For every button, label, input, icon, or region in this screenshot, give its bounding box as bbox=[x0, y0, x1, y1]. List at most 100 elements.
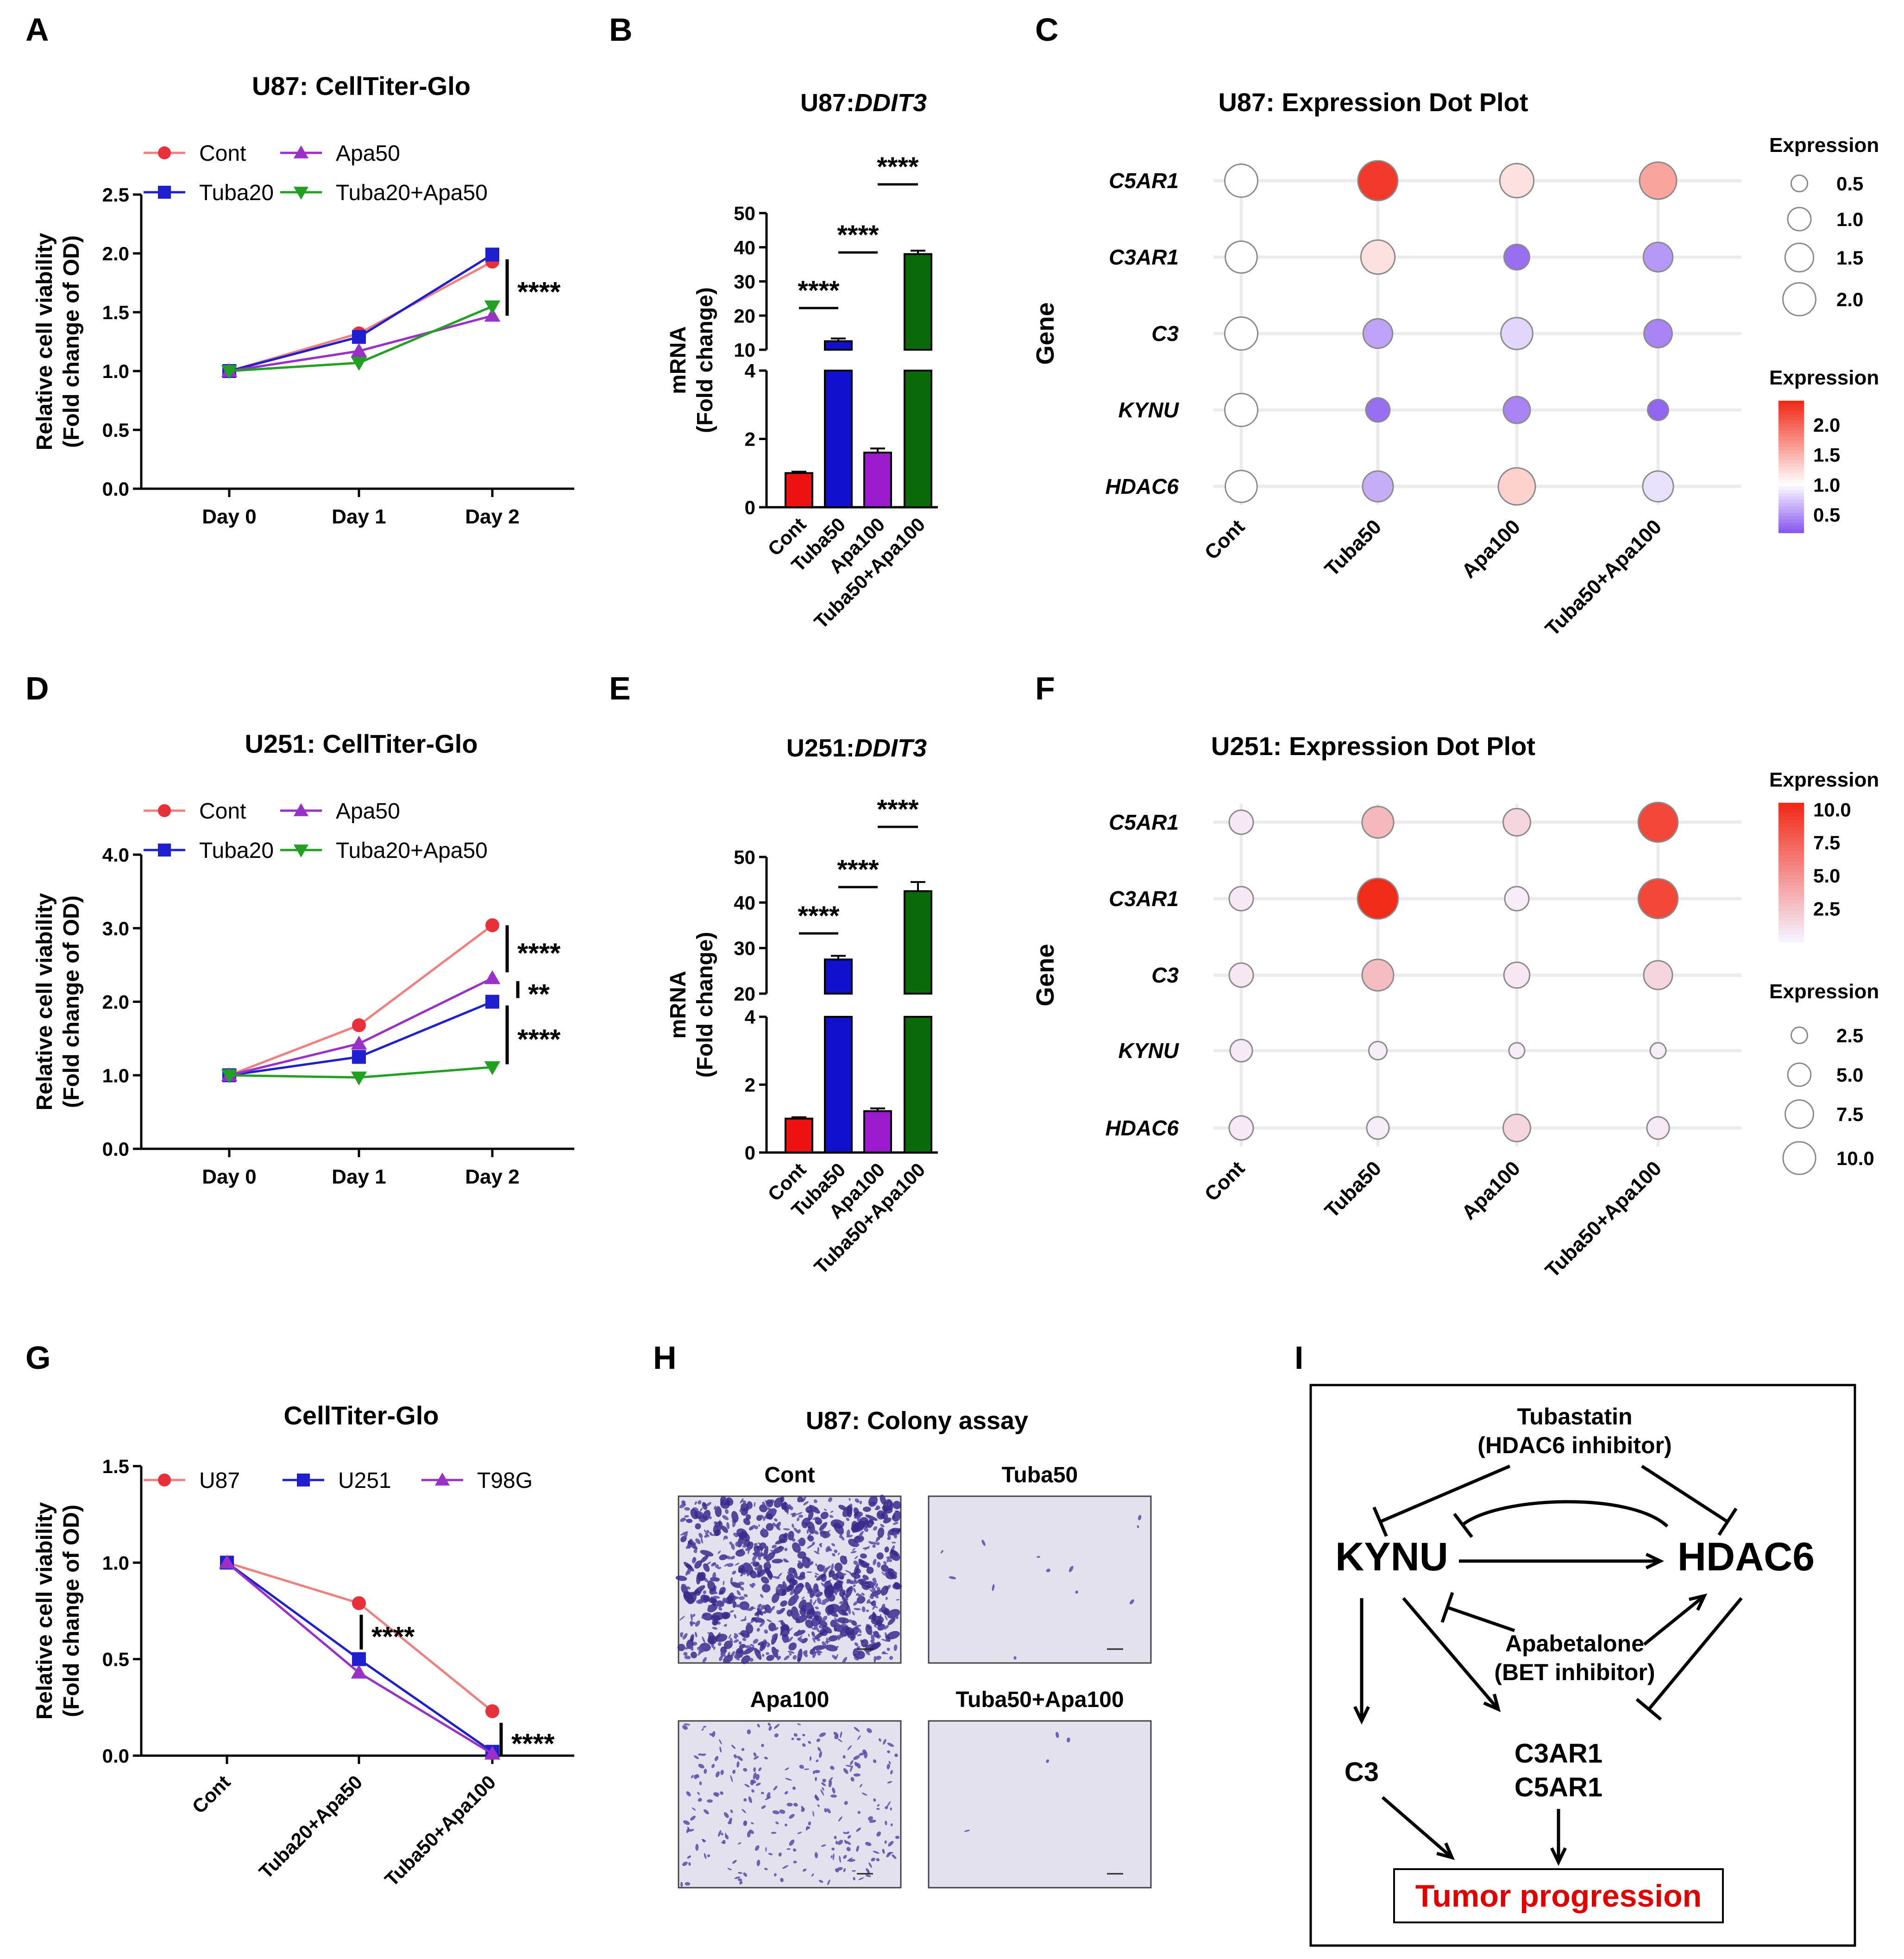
cell-mark bbox=[734, 1876, 741, 1879]
expression-dot bbox=[1361, 806, 1395, 839]
cell-mark bbox=[698, 1533, 703, 1538]
hdac6-inhibits-kynu bbox=[1462, 1500, 1669, 1528]
bar bbox=[824, 1016, 853, 1153]
cell-mark bbox=[791, 1568, 793, 1573]
size-legend-label: 1.0 bbox=[1836, 208, 1863, 230]
cell-mark bbox=[771, 1544, 777, 1549]
cell-mark bbox=[841, 1536, 845, 1541]
cell-mark bbox=[891, 1542, 896, 1543]
cell-mark bbox=[688, 1862, 691, 1866]
cell-mark bbox=[798, 1613, 800, 1619]
cell-mark bbox=[809, 1589, 814, 1599]
expression-dot bbox=[1643, 319, 1673, 348]
cell-mark bbox=[877, 1587, 880, 1591]
cell-mark bbox=[763, 1639, 767, 1644]
cell-mark bbox=[857, 1811, 861, 1814]
cell-mark bbox=[805, 1506, 813, 1513]
color-legend-step bbox=[1778, 900, 1804, 904]
cell-mark bbox=[778, 1522, 781, 1527]
legend-label: Tuba20 bbox=[199, 181, 274, 205]
cell-mark bbox=[874, 1594, 879, 1599]
color-legend-step bbox=[1778, 506, 1804, 510]
receptors-to-tumor-head bbox=[1550, 1847, 1567, 1866]
cell-mark bbox=[797, 1496, 803, 1503]
cell-mark bbox=[743, 1768, 748, 1772]
cell-mark bbox=[783, 1581, 787, 1587]
bar bbox=[785, 1117, 813, 1153]
legend-marker bbox=[293, 803, 309, 816]
cell-mark bbox=[735, 1604, 742, 1608]
panel-h-colony-assay: U87: Colony assay Cont Tuba50 Apa100 Tub… bbox=[675, 1407, 1152, 1889]
expression-dot bbox=[1229, 1039, 1253, 1063]
cell-mark bbox=[814, 1575, 817, 1578]
cell-mark bbox=[819, 1751, 822, 1758]
color-legend-step bbox=[1778, 463, 1804, 467]
cell-mark bbox=[718, 1830, 722, 1837]
apabetalone-to-hdac6 bbox=[1643, 1594, 1706, 1646]
y-tick-label: 0 bbox=[745, 1142, 755, 1164]
panel-d-line-chart: U251: CellTiter-Glo 0.0 1.0 2.0 3.0 4.0 Day 0 D… bbox=[32, 729, 574, 1188]
cell-mark bbox=[845, 1840, 851, 1845]
panel-letter-e: E bbox=[609, 670, 631, 706]
color-legend-label: 10.0 bbox=[1813, 799, 1851, 820]
cell-mark bbox=[772, 1810, 780, 1814]
cell-mark bbox=[698, 1586, 701, 1592]
color-legend-step bbox=[1778, 810, 1804, 814]
cell-mark bbox=[687, 1568, 690, 1573]
cell-mark bbox=[844, 1839, 847, 1844]
cell-mark bbox=[828, 1635, 838, 1642]
cell-mark bbox=[743, 1820, 748, 1826]
cell-mark bbox=[731, 1511, 739, 1523]
color-legend-step bbox=[1778, 917, 1804, 921]
cell-mark bbox=[713, 1521, 723, 1534]
cell-mark bbox=[731, 1543, 735, 1550]
cell-mark bbox=[755, 1783, 761, 1786]
color-legend-step bbox=[1778, 401, 1804, 405]
kynu-to-c3ar1-head bbox=[1483, 1694, 1501, 1713]
bar-upper bbox=[824, 340, 853, 351]
cell-mark bbox=[743, 1518, 750, 1525]
expression-dot bbox=[1228, 962, 1254, 988]
cell-mark bbox=[850, 1551, 857, 1554]
cell-mark bbox=[778, 1620, 784, 1622]
color-legend-step bbox=[1778, 928, 1804, 932]
cell-mark bbox=[774, 1724, 780, 1729]
cell-mark bbox=[850, 1635, 856, 1641]
cell-mark bbox=[892, 1854, 897, 1859]
color-legend-step bbox=[1778, 858, 1804, 863]
cell-mark bbox=[760, 1792, 764, 1795]
cell-mark bbox=[742, 1603, 746, 1608]
color-legend-label: 1.0 bbox=[1813, 474, 1840, 496]
cell-mark bbox=[814, 1625, 818, 1629]
cell-mark bbox=[686, 1791, 691, 1796]
cell-mark bbox=[869, 1589, 874, 1593]
color-legend-step bbox=[1778, 404, 1804, 408]
y-tick-label: 50 bbox=[734, 202, 755, 224]
cell-mark bbox=[693, 1549, 698, 1553]
chart-title: U87: CellTiter-Glo bbox=[252, 71, 471, 101]
cell-mark bbox=[859, 1783, 862, 1788]
cell-mark bbox=[860, 1553, 867, 1559]
cell-mark bbox=[809, 1505, 820, 1514]
y-tick-label: 4 bbox=[745, 360, 756, 382]
cell-mark bbox=[773, 1576, 780, 1579]
cell-mark bbox=[820, 1565, 825, 1570]
cell-mark bbox=[815, 1606, 819, 1610]
panel-e-bar-chart: U251: DDIT302420304050ContTuba50Apa100Tu… bbox=[666, 734, 938, 1278]
cell-mark bbox=[812, 1517, 819, 1520]
cell-mark bbox=[861, 1593, 865, 1596]
cell-mark bbox=[887, 1532, 891, 1540]
cell-mark bbox=[806, 1826, 811, 1829]
cell-mark bbox=[815, 1776, 817, 1782]
cell-mark bbox=[856, 1827, 861, 1832]
data-point bbox=[484, 1061, 501, 1076]
cell-mark bbox=[815, 1563, 817, 1567]
cell-mark bbox=[844, 1627, 855, 1636]
cell-mark bbox=[896, 1599, 900, 1601]
cell-mark bbox=[793, 1860, 797, 1864]
panel-f-dot-plot: U251: Expression Dot Plot C5AR1 C3AR1 C3 KYN… bbox=[1031, 731, 1879, 1282]
cell-mark bbox=[838, 1609, 848, 1616]
cell-mark bbox=[877, 1562, 881, 1568]
cell-mark bbox=[698, 1798, 702, 1802]
cell-mark bbox=[712, 1562, 716, 1566]
